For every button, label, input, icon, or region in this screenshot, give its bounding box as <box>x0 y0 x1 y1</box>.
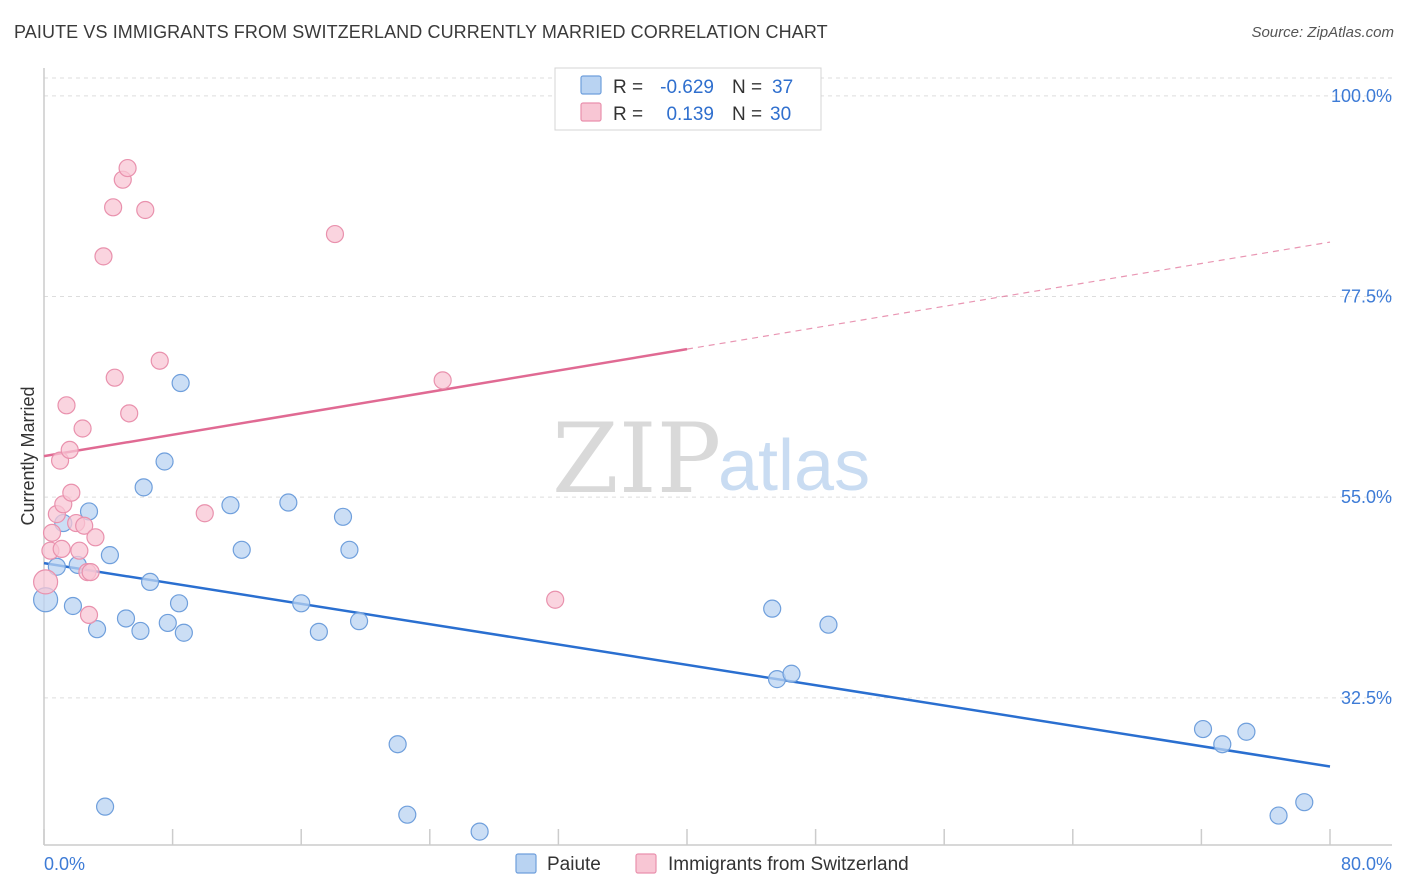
data-point-swiss <box>104 198 123 217</box>
data-point-paiute <box>100 546 120 565</box>
data-point-paiute <box>819 615 838 634</box>
legend-r-label-swiss: R = <box>613 104 643 125</box>
watermark-atlas: atlas <box>718 426 870 506</box>
data-point-paiute <box>232 540 251 559</box>
y-axis-label: Currently Married <box>18 386 38 525</box>
y-tick-label: 77.5% <box>1341 287 1392 307</box>
source-label: Source: ZipAtlas.com <box>1251 24 1394 41</box>
y-tick-labels: 32.5% 55.0% 77.5% 100.0% <box>1331 86 1392 708</box>
data-point-swiss <box>62 483 81 502</box>
legend-swatch-paiute <box>580 75 602 95</box>
data-point-paiute <box>782 664 801 683</box>
trend-line-paiute <box>43 561 1331 768</box>
data-points <box>33 158 1314 841</box>
legend-r-label-paiute: R = <box>613 77 643 98</box>
data-point-swiss <box>150 351 169 370</box>
data-point-paiute <box>171 373 190 393</box>
data-point-paiute <box>155 452 174 471</box>
data-point-swiss <box>73 419 92 438</box>
data-point-paiute <box>63 596 83 616</box>
axes <box>43 68 1392 846</box>
data-point-swiss <box>75 516 94 535</box>
series-legend: Paiute Immigrants from Switzerland <box>515 853 909 875</box>
data-point-paiute <box>158 613 177 633</box>
data-point-swiss <box>94 247 113 266</box>
data-point-swiss <box>79 605 99 625</box>
data-point-swiss <box>325 224 345 244</box>
data-point-swiss <box>52 539 71 559</box>
data-point-paiute <box>292 594 311 613</box>
trend-lines <box>43 241 1331 768</box>
trend-line-swiss <box>43 347 688 458</box>
data-point-paiute <box>131 621 150 641</box>
data-point-swiss <box>33 569 59 595</box>
legend-r-value-swiss: 0.139 <box>666 104 714 125</box>
y-tick-label: 100.0% <box>1331 86 1392 106</box>
grid-lines <box>44 77 1392 699</box>
data-point-swiss <box>60 440 79 460</box>
data-point-paiute <box>47 557 66 576</box>
data-point-paiute <box>763 599 782 618</box>
correlation-legend: R = -0.629 N = 37 R = 0.139 N = 30 <box>554 67 822 131</box>
data-point-paiute <box>134 478 153 497</box>
data-point-swiss <box>86 528 105 547</box>
legend-swatch-swiss <box>580 102 602 122</box>
data-point-paiute <box>279 493 298 512</box>
data-point-paiute <box>95 797 115 816</box>
data-point-paiute <box>87 620 107 639</box>
data-point-swiss <box>546 590 565 609</box>
data-point-paiute <box>1295 793 1314 812</box>
x-tick-label-max: 80.0% <box>1341 854 1392 874</box>
data-point-swiss <box>70 541 89 560</box>
data-point-swiss <box>433 371 452 390</box>
bottom-legend-swatch-paiute <box>515 853 537 874</box>
data-point-swiss <box>136 200 155 220</box>
bottom-legend-swiss: Immigrants from Switzerland <box>668 854 909 875</box>
data-point-paiute <box>388 735 407 754</box>
y-tick-label: 32.5% <box>1341 688 1392 708</box>
legend-r-value-paiute: -0.629 <box>660 77 714 98</box>
data-point-swiss <box>120 404 139 423</box>
data-point-swiss <box>118 158 137 178</box>
watermark-zip: ZIP <box>552 403 721 515</box>
legend-n-label-swiss: N = <box>732 104 762 125</box>
data-point-paiute <box>398 805 417 824</box>
data-point-paiute <box>1269 806 1288 825</box>
bottom-legend-swatch-swiss <box>635 853 657 874</box>
data-point-swiss <box>81 562 100 582</box>
data-point-paiute <box>140 572 160 592</box>
data-point-swiss <box>195 504 214 523</box>
data-point-paiute <box>333 507 353 526</box>
data-point-swiss <box>57 396 76 415</box>
data-point-swiss <box>42 523 62 542</box>
data-point-paiute <box>1193 719 1213 739</box>
legend-n-label-paiute: N = <box>732 77 762 98</box>
y-tick-label: 55.0% <box>1341 487 1392 507</box>
watermark: ZIP atlas <box>552 403 870 515</box>
data-point-paiute <box>470 822 489 841</box>
chart-title: PAIUTE VS IMMIGRANTS FROM SWITZERLAND CU… <box>14 22 828 42</box>
data-point-paiute <box>1237 722 1256 741</box>
x-tick-labels: 0.0% 80.0% <box>44 854 1392 874</box>
data-point-swiss <box>105 368 124 387</box>
data-point-paiute <box>221 496 240 515</box>
bottom-legend-paiute: Paiute <box>547 854 601 875</box>
data-point-paiute <box>340 540 359 559</box>
data-point-paiute <box>309 622 328 641</box>
x-tick-label-min: 0.0% <box>44 854 85 874</box>
data-point-paiute <box>169 594 189 613</box>
legend-n-value-paiute: 37 <box>772 77 793 98</box>
legend-n-value-swiss: 30 <box>770 104 791 125</box>
data-point-paiute <box>116 609 136 628</box>
data-point-paiute <box>1213 735 1232 754</box>
data-point-paiute <box>349 612 369 631</box>
trend-line-extension-swiss <box>686 241 1331 350</box>
data-point-paiute <box>174 623 193 642</box>
